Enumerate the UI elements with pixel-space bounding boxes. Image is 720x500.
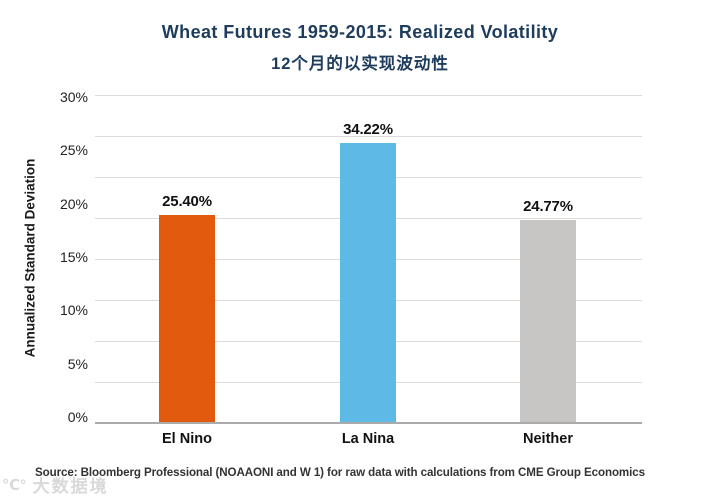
watermark-logo-icon: ℃°: [2, 476, 27, 494]
y-tick-label: 15%: [59, 249, 88, 265]
source-note: Source: Bloomberg Professional (NOAAONI …: [35, 466, 645, 479]
bar-neither: [520, 219, 576, 422]
y-tick-label: 0%: [67, 409, 88, 425]
y-tick-label: 20%: [59, 195, 88, 212]
x-category-label-la-nina: La Nina: [341, 431, 395, 447]
gridline: [95, 135, 642, 137]
y-tick-label: 25%: [59, 142, 88, 159]
y-tick-label: 30%: [59, 89, 88, 105]
value-label-neither: 24.77%: [523, 197, 573, 215]
chart-title: Wheat Futures 1959-2015: Realized Volati…: [161, 22, 559, 42]
x-axis-line: [95, 422, 642, 424]
watermark: ℃° 大数据境: [2, 472, 109, 497]
y-tick-label: 5%: [67, 355, 88, 372]
value-label-el-nino: 25.40%: [162, 193, 212, 211]
x-category-label-neither: Neither: [523, 431, 573, 447]
bar-el-nino: [159, 215, 215, 422]
value-label-la-nina: 34.22%: [343, 121, 393, 139]
watermark-text: 大数据境: [32, 477, 109, 496]
bar-la-nina: [340, 143, 396, 422]
gridline: [95, 94, 642, 96]
y-tick-label: 10%: [59, 302, 88, 319]
chart-subtitle-zh: 12个月的以实现波动性: [271, 55, 449, 73]
x-category-label-el-nino: El Nino: [162, 431, 212, 447]
